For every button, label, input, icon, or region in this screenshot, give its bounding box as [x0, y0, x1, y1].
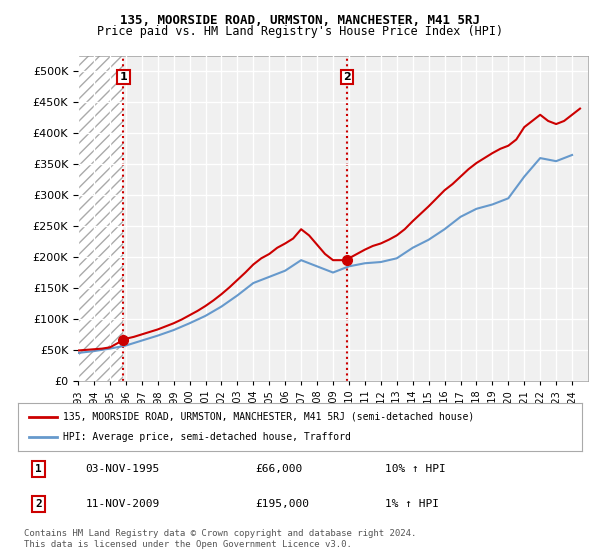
Text: Price paid vs. HM Land Registry's House Price Index (HPI): Price paid vs. HM Land Registry's House … — [97, 25, 503, 38]
Text: 135, MOORSIDE ROAD, URMSTON, MANCHESTER, M41 5RJ: 135, MOORSIDE ROAD, URMSTON, MANCHESTER,… — [120, 14, 480, 27]
Text: 1% ↑ HPI: 1% ↑ HPI — [385, 499, 439, 509]
Text: £66,000: £66,000 — [255, 464, 302, 474]
Bar — [78, 56, 124, 381]
Text: 1: 1 — [35, 464, 41, 474]
Text: 135, MOORSIDE ROAD, URMSTON, MANCHESTER, M41 5RJ (semi-detached house): 135, MOORSIDE ROAD, URMSTON, MANCHESTER,… — [63, 412, 475, 422]
Text: 03-NOV-1995: 03-NOV-1995 — [86, 464, 160, 474]
Text: HPI: Average price, semi-detached house, Trafford: HPI: Average price, semi-detached house,… — [63, 432, 351, 442]
Text: £195,000: £195,000 — [255, 499, 309, 509]
Text: Contains HM Land Registry data © Crown copyright and database right 2024.
This d: Contains HM Land Registry data © Crown c… — [24, 529, 416, 549]
Text: 10% ↑ HPI: 10% ↑ HPI — [385, 464, 445, 474]
Text: 2: 2 — [35, 499, 41, 509]
Text: 2: 2 — [343, 72, 351, 82]
Text: 1: 1 — [119, 72, 127, 82]
Text: 11-NOV-2009: 11-NOV-2009 — [86, 499, 160, 509]
